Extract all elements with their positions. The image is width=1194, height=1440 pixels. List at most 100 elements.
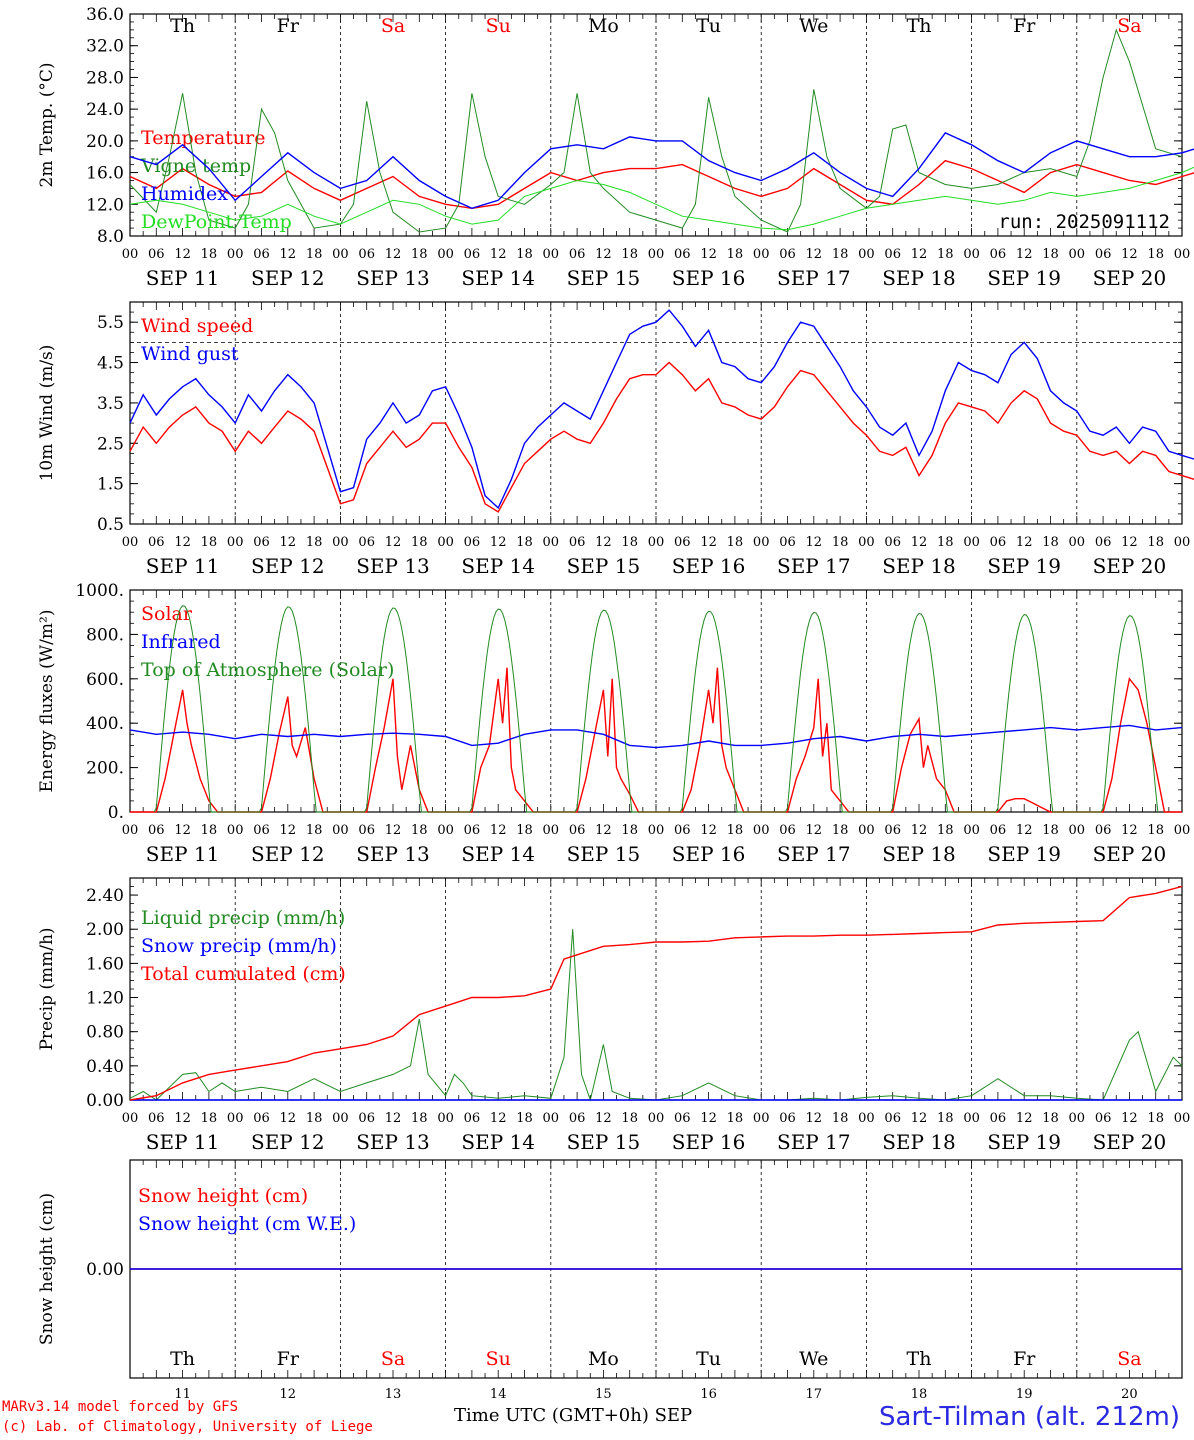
hour-tick-label: 12 (490, 823, 507, 838)
hour-tick-label: 18 (1147, 1111, 1164, 1126)
hour-tick-label: 12 (911, 247, 928, 262)
weekday-label: We (799, 1348, 828, 1370)
legend-entry: Temperature (141, 127, 265, 149)
hour-tick-label: 18 (1042, 823, 1059, 838)
date-label: SEP 17 (777, 554, 851, 578)
weekday-label: Sa (1117, 15, 1141, 37)
hour-tick-label: 12 (700, 823, 717, 838)
y-tick-label: 600. (86, 670, 124, 690)
hour-tick-label: 00 (858, 823, 875, 838)
hour-tick-label: 18 (1147, 247, 1164, 262)
date-label: SEP 15 (567, 842, 641, 866)
hour-tick-label: 18 (1147, 823, 1164, 838)
y-tick-label: 0.5 (97, 515, 124, 535)
hour-tick-label: 18 (621, 535, 638, 550)
weekday-label: Fr (277, 15, 300, 37)
hour-tick-label: 12 (385, 535, 402, 550)
hour-tick-label: 12 (595, 247, 612, 262)
date-label: SEP 18 (882, 266, 956, 290)
day-number-label: 17 (806, 1387, 823, 1402)
weekday-label: Th (907, 1348, 932, 1370)
hour-tick-label: 00 (753, 823, 770, 838)
y-tick-label: 1000. (75, 581, 124, 601)
hour-tick-label: 00 (963, 1111, 980, 1126)
hour-tick-label: 12 (911, 1111, 928, 1126)
date-label: SEP 15 (567, 1130, 641, 1154)
hour-tick-label: 00 (1069, 823, 1086, 838)
y-tick-label: 400. (86, 714, 124, 734)
date-label: SEP 13 (356, 842, 430, 866)
hour-tick-label: 06 (884, 247, 901, 262)
date-label: SEP 11 (146, 842, 220, 866)
date-label: SEP 13 (356, 554, 430, 578)
y-tick-label: 16.0 (86, 164, 124, 184)
hour-tick-label: 00 (858, 1111, 875, 1126)
hour-tick-label: 06 (779, 823, 796, 838)
hour-tick-label: 00 (753, 535, 770, 550)
day-number-label: 20 (1121, 1387, 1138, 1402)
y-tick-label: 2.5 (97, 434, 124, 454)
series-line-total-cumulated-cm (129, 885, 1183, 1101)
date-label: SEP 18 (882, 1130, 956, 1154)
legend-entry: Wind gust (141, 343, 239, 365)
hour-tick-label: 12 (911, 535, 928, 550)
legend-entry: Infrared (141, 631, 221, 653)
date-label: SEP 20 (1093, 842, 1167, 866)
date-label: SEP 16 (672, 842, 746, 866)
date-label: SEP 20 (1093, 1130, 1167, 1154)
hour-tick-label: 00 (753, 1111, 770, 1126)
hour-tick-label: 00 (227, 823, 244, 838)
hour-tick-label: 06 (464, 823, 481, 838)
legend-entry: Liquid precip (mm/h) (141, 907, 345, 929)
weekday-label: Fr (1013, 1348, 1036, 1370)
hour-tick-label: 18 (937, 823, 954, 838)
hour-tick-label: 18 (516, 823, 533, 838)
hour-tick-label: 12 (1016, 247, 1033, 262)
hour-tick-label: 12 (700, 535, 717, 550)
hour-tick-label: 00 (437, 247, 454, 262)
hour-tick-label: 18 (411, 535, 428, 550)
series-line-top-of-atmosphere-solar (153, 605, 1159, 813)
y-tick-label: 1.60 (86, 954, 124, 974)
date-label: SEP 17 (777, 266, 851, 290)
hour-tick-label: 06 (358, 1111, 375, 1126)
day-number-label: 19 (1016, 1387, 1033, 1402)
hour-tick-label: 12 (1016, 535, 1033, 550)
y-tick-label: 8.0 (97, 227, 124, 247)
hour-tick-label: 00 (543, 247, 560, 262)
lab-credit-line: (c) Lab. of Climatology, University of L… (2, 1419, 373, 1435)
hour-tick-label: 00 (122, 823, 139, 838)
weekday-label: Sa (1117, 1348, 1141, 1370)
hour-tick-label: 06 (253, 535, 270, 550)
hour-tick-label: 12 (490, 535, 507, 550)
y-tick-label: 1.20 (86, 989, 124, 1009)
date-label: SEP 19 (987, 842, 1061, 866)
hour-tick-label: 18 (516, 1111, 533, 1126)
date-label: SEP 14 (461, 1130, 535, 1154)
hour-tick-label: 06 (569, 247, 586, 262)
hour-tick-label: 00 (648, 535, 665, 550)
hour-tick-label: 00 (122, 535, 139, 550)
hour-tick-label: 00 (648, 247, 665, 262)
hour-tick-label: 06 (884, 1111, 901, 1126)
y-tick-label: 32.0 (86, 37, 124, 57)
hour-tick-label: 18 (201, 1111, 218, 1126)
hour-tick-label: 18 (411, 1111, 428, 1126)
hour-tick-label: 00 (227, 1111, 244, 1126)
date-label: SEP 13 (356, 1130, 430, 1154)
hour-tick-label: 06 (148, 247, 165, 262)
hour-tick-label: 18 (1042, 1111, 1059, 1126)
y-tick-label: 0.80 (86, 1023, 124, 1043)
hour-tick-label: 12 (385, 247, 402, 262)
hour-tick-label: 18 (832, 535, 849, 550)
y-axis-label: 2m Temp. (°C) (37, 62, 57, 187)
hour-tick-label: 18 (411, 247, 428, 262)
hour-tick-label: 06 (148, 823, 165, 838)
hour-tick-label: 06 (779, 535, 796, 550)
hour-tick-label: 18 (201, 247, 218, 262)
y-tick-label: 0. (108, 803, 124, 823)
hour-tick-label: 00 (648, 1111, 665, 1126)
y-tick-label: 2.00 (86, 920, 124, 940)
hour-tick-label: 18 (621, 247, 638, 262)
hour-tick-label: 18 (832, 247, 849, 262)
